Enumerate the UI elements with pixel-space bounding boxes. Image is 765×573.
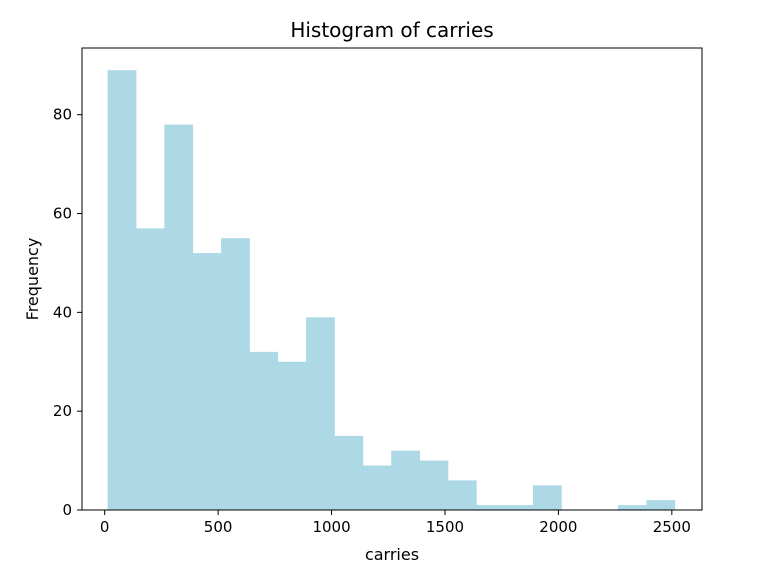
histogram-bar	[532, 485, 562, 510]
x-tick-label: 1000	[312, 518, 350, 536]
x-axis-ticks: 0 500 1000 1500 2000 2500	[100, 510, 691, 536]
histogram-bar	[618, 505, 647, 510]
y-tick-label: 0	[62, 501, 72, 519]
histogram-bar	[334, 435, 364, 510]
histogram-bar	[362, 465, 392, 510]
x-tick-label: 2500	[653, 518, 691, 536]
chart-title: Histogram of carries	[290, 18, 493, 42]
histogram-bar	[504, 505, 534, 510]
histogram-bar	[476, 505, 506, 510]
histogram-bar	[221, 238, 250, 510]
histogram-bar	[192, 253, 222, 510]
histogram-bar	[135, 228, 165, 510]
y-tick-label: 20	[53, 402, 72, 420]
histogram-bar	[164, 124, 194, 511]
plot-frame	[81, 47, 703, 511]
x-axis-label: carries	[365, 545, 419, 564]
x-tick-label: 0	[100, 518, 110, 536]
bars-group	[107, 70, 676, 511]
y-axis-label: Frequency	[23, 238, 42, 321]
histogram-bar	[277, 361, 307, 510]
y-tick-label: 40	[53, 303, 72, 321]
y-tick-label: 80	[53, 106, 72, 124]
histogram-bar	[419, 460, 449, 510]
histogram-bar	[646, 500, 676, 510]
histogram-bar	[391, 450, 420, 510]
histogram-bar	[447, 480, 477, 510]
histogram-bar	[249, 351, 279, 510]
x-tick-label: 2000	[539, 518, 577, 536]
y-tick-label: 60	[53, 205, 72, 223]
histogram-bar	[306, 317, 335, 510]
y-axis-ticks: 0 20 40 60 80	[53, 106, 82, 519]
x-tick-label: 1500	[426, 518, 464, 536]
histogram-bar	[107, 70, 137, 510]
x-tick-label: 500	[204, 518, 233, 536]
